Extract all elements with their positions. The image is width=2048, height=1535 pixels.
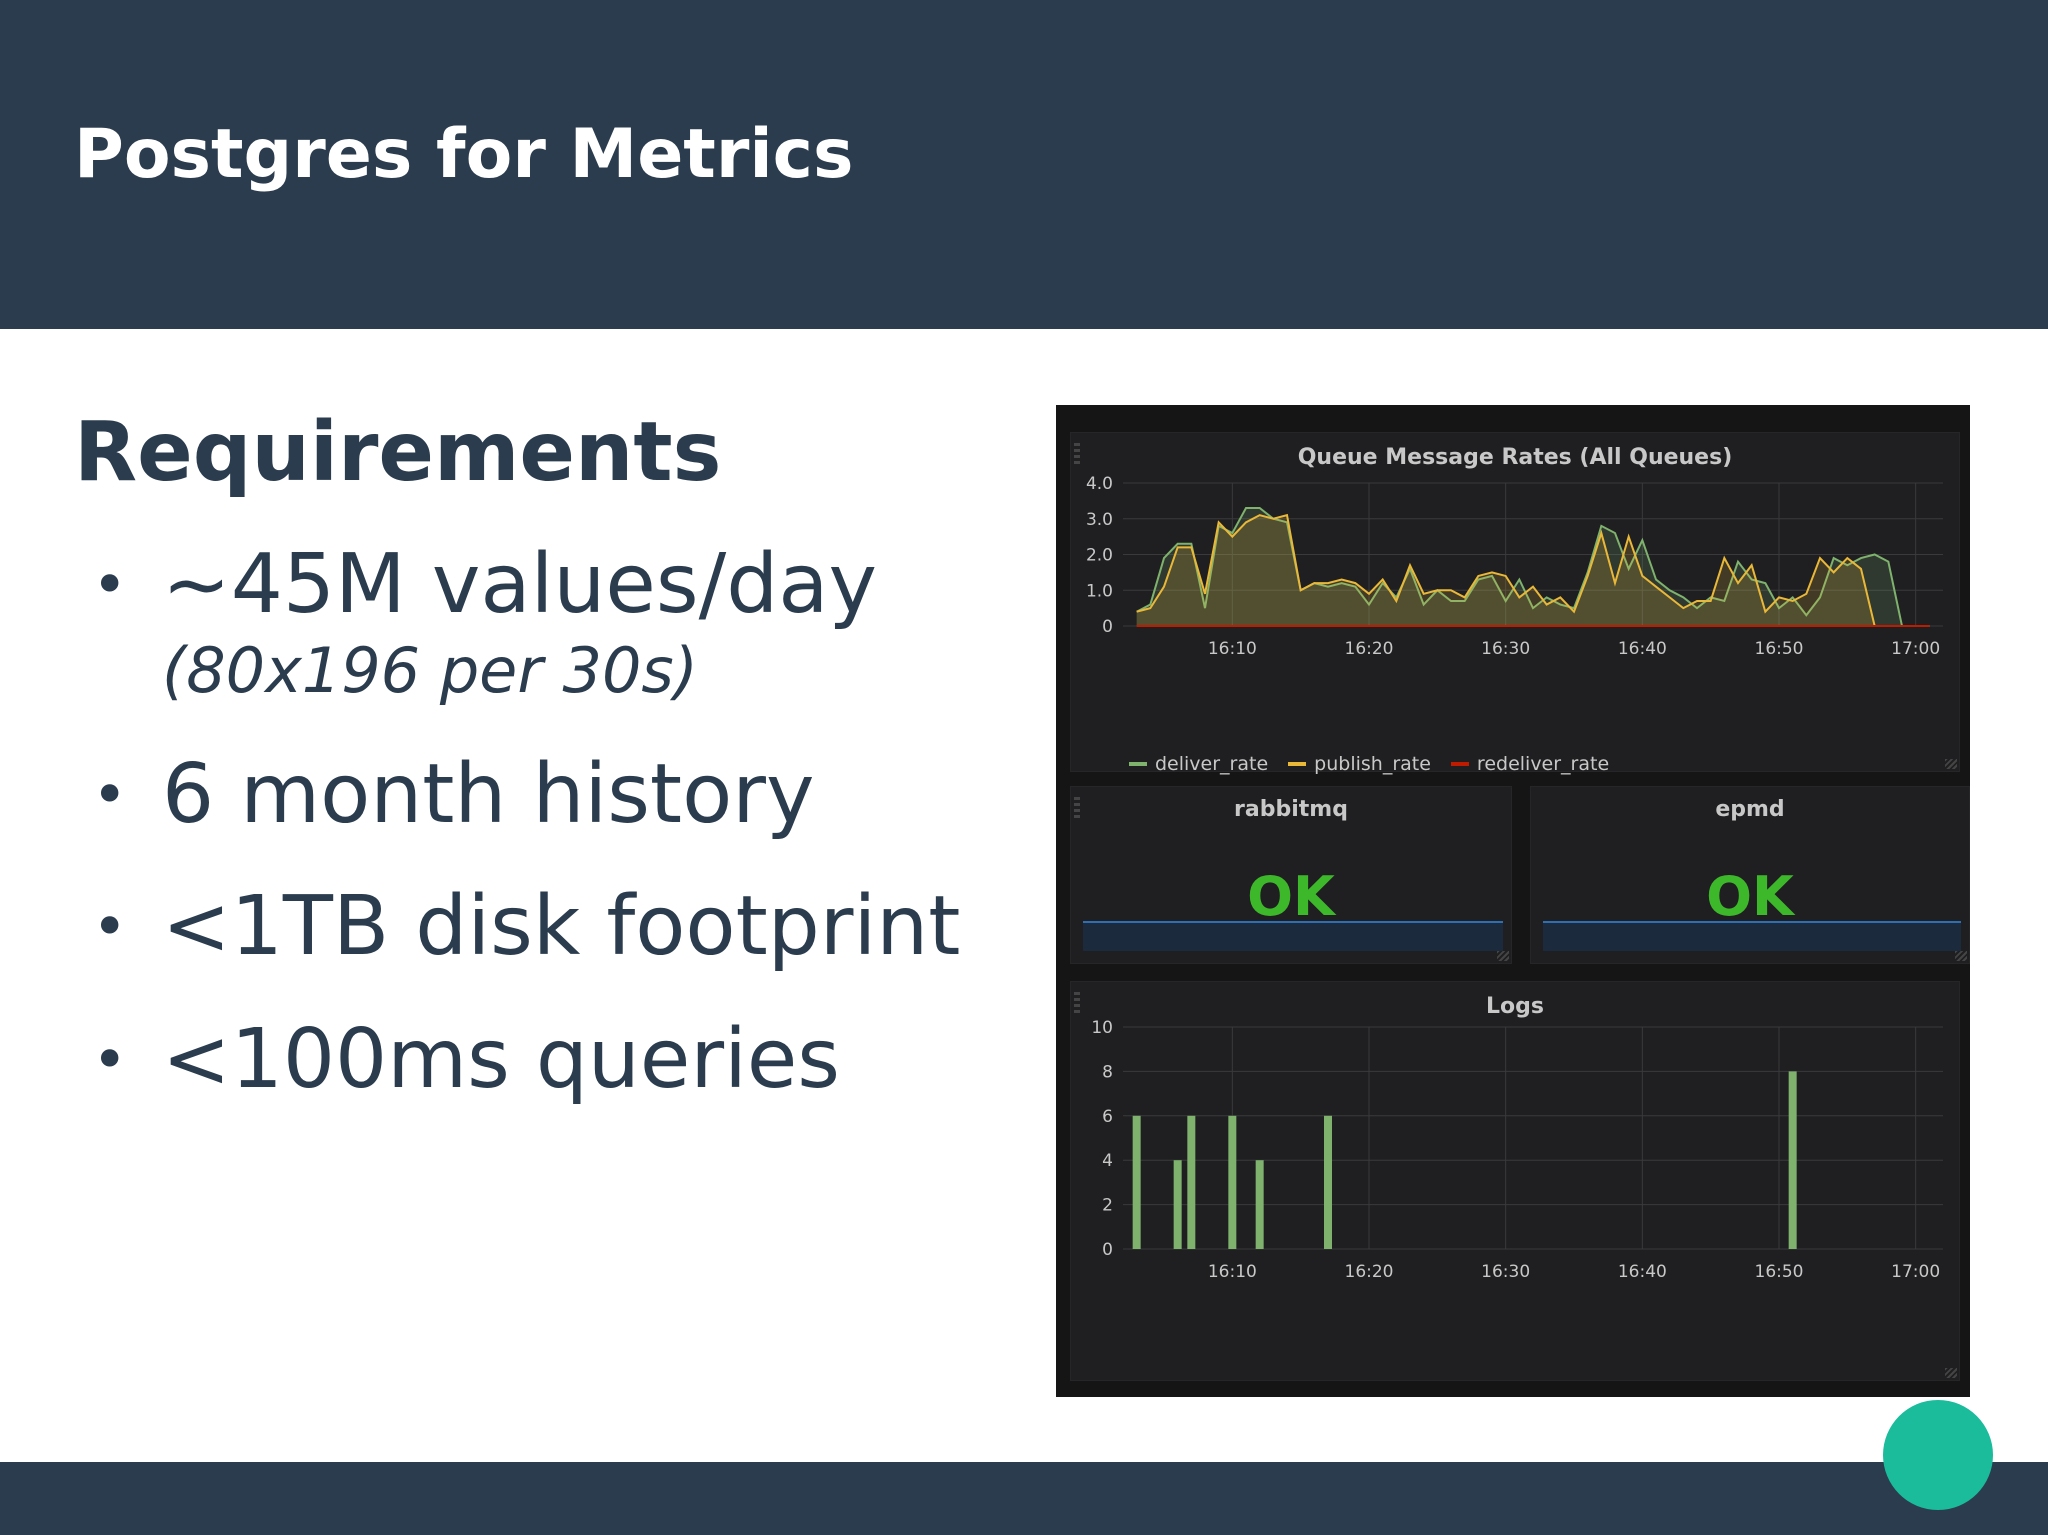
bar [1255,1160,1264,1249]
series-line [1136,507,1930,627]
y-tick-label: 6 [1102,1107,1113,1127]
bar [1788,1071,1797,1249]
bullet-glyph: • [92,1025,128,1095]
resize-handle-icon[interactable] [1497,951,1509,961]
dashboard-screenshot: Queue Message Rates (All Queues) 0 1.0 2.0… [1056,405,1970,1397]
header-band [0,0,2048,329]
rabbitmq-status-panel: rabbitmq OK [1070,786,1512,964]
queue-rates-panel: Queue Message Rates (All Queues) 0 1.0 2.0… [1070,432,1960,775]
slide-title: Postgres for Metrics [74,115,854,194]
chart-legend: deliver_rate publish_rate redeliver_rate [1129,753,1609,775]
panel-title: rabbitmq [1234,797,1348,822]
y-tick-label: 2 [1102,1196,1113,1216]
legend-item[interactable]: publish_rate [1288,753,1431,775]
section-heading: Requirements [74,405,722,500]
legend-swatch [1288,762,1307,766]
bullet-subtext: (80x196 per 30s) [162,634,698,707]
y-tick-label: 0 [1102,617,1113,637]
bullet-glyph: • [92,550,128,620]
legend-label: redeliver_rate [1476,753,1610,775]
bullet-glyph: • [92,892,128,962]
x-tick-label: 16:20 [1345,1262,1394,1282]
resize-handle-icon[interactable] [1945,1368,1957,1378]
series-line [1136,513,1930,627]
bullet-text: 6 month history [162,747,815,842]
x-tick-label: 16:10 [1208,639,1257,659]
x-tick-label: 17:00 [1891,639,1940,659]
resize-handle-icon[interactable] [1955,951,1967,961]
status-value: OK [1706,865,1794,928]
bullet-text: ~45M values/day [162,537,878,632]
y-tick-label: 1.0 [1086,581,1113,601]
bullet-glyph: • [92,760,128,830]
x-tick-label: 16:50 [1755,1262,1804,1282]
status-bar [1083,921,1503,951]
y-tick-label: 3.0 [1086,510,1113,530]
bar [1228,1115,1237,1249]
y-tick-label: 0 [1102,1240,1113,1260]
panel-title: Logs [1486,994,1544,1019]
bullet-text: <1TB disk footprint [162,879,961,974]
panel-title: Queue Message Rates (All Queues) [1297,445,1733,470]
panel-title: epmd [1715,797,1785,822]
queue-rates-chart: 0 1.0 2.0 3.0 4.0 16:10 16:20 16:30 16:40 16:50 17… [1086,474,1943,659]
x-tick-label: 16:10 [1208,1262,1257,1282]
x-tick-label: 16:20 [1345,639,1394,659]
bar [1173,1160,1182,1249]
drag-handle-icon[interactable] [1074,992,1080,1014]
drag-handle-icon[interactable] [1074,797,1080,819]
legend-item[interactable]: redeliver_rate [1450,753,1610,775]
accent-dot [1883,1400,1993,1510]
legend-item[interactable]: deliver_rate [1129,753,1268,775]
logs-chart: 0 2 4 6 8 10 16:10 16:20 16:30 16:40 16:50 17:00 [1091,1018,1943,1282]
series-area [1136,515,1930,626]
bar [1187,1115,1196,1249]
y-tick-label: 2.0 [1086,546,1113,566]
legend-label: deliver_rate [1155,753,1269,775]
y-tick-label: 10 [1091,1018,1113,1038]
bar [1324,1115,1332,1249]
bar [1132,1115,1141,1249]
legend-swatch [1129,762,1147,766]
x-tick-label: 16:30 [1481,639,1530,659]
y-tick-label: 8 [1102,1062,1113,1082]
footer-band [0,1462,2048,1535]
x-tick-label: 16:50 [1755,639,1804,659]
resize-handle-icon[interactable] [1945,759,1957,769]
legend-label: publish_rate [1314,753,1431,775]
legend-swatch [1450,762,1469,766]
bullet-text: <100ms queries [162,1012,841,1107]
x-tick-label: 16:40 [1618,639,1667,659]
x-tick-label: 17:00 [1891,1262,1940,1282]
x-tick-label: 16:40 [1618,1262,1667,1282]
epmd-status-panel: epmd OK [1530,786,1970,964]
series-area [1136,508,1930,626]
drag-handle-icon[interactable] [1074,443,1080,465]
x-tick-label: 16:30 [1481,1262,1530,1282]
status-bar [1543,921,1961,951]
status-value: OK [1247,865,1335,928]
y-tick-label: 4 [1102,1151,1113,1171]
y-tick-label: 4.0 [1086,474,1113,494]
logs-panel: Logs 0 2 4 6 8 10 16:10 16:20 16:30 16:40 16:50 17:… [1070,981,1960,1381]
